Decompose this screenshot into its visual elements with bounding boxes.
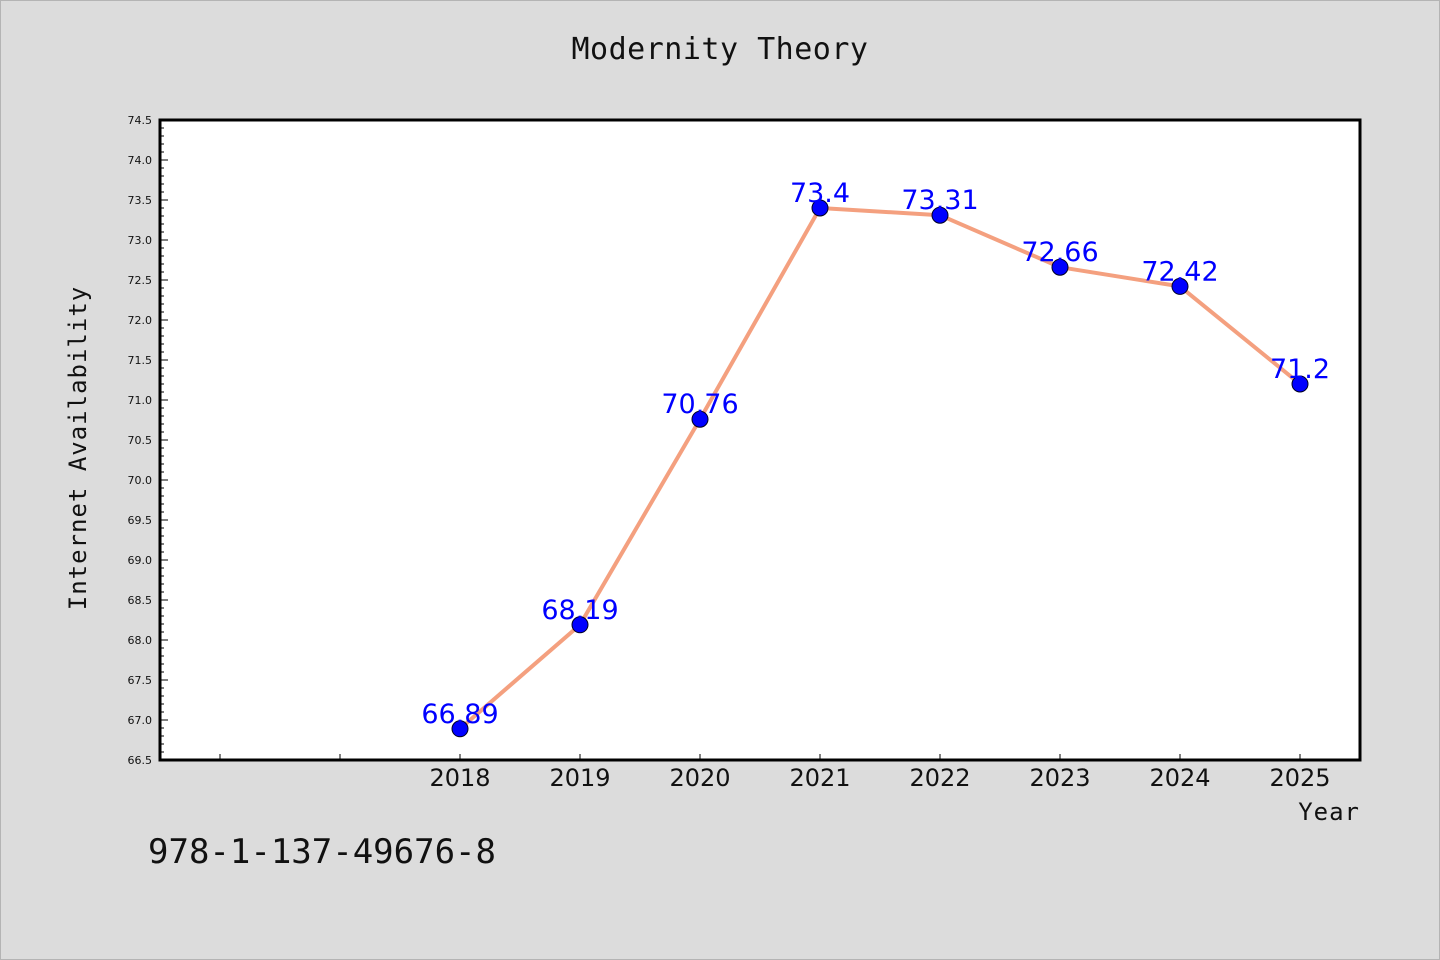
x-tick-label: 2022 bbox=[909, 764, 970, 792]
series-line bbox=[458, 206, 1302, 731]
data-label: 72.42 bbox=[1141, 256, 1218, 287]
y-tick-label: 67.5 bbox=[128, 674, 153, 687]
y-tick-label: 69.0 bbox=[128, 554, 153, 567]
y-tick-label: 68.5 bbox=[128, 594, 153, 607]
y-tick-label: 73.0 bbox=[128, 234, 153, 247]
y-tick-label: 74.0 bbox=[128, 154, 153, 167]
y-tick-label: 68.0 bbox=[128, 634, 153, 647]
y-tick-label: 70.5 bbox=[128, 434, 153, 447]
isbn-text: 978-1-137-49676-8 bbox=[148, 832, 496, 872]
data-point bbox=[1051, 258, 1069, 276]
y-tick-label: 73.5 bbox=[128, 194, 153, 207]
plot-area bbox=[158, 118, 1362, 762]
data-point bbox=[451, 720, 469, 738]
data-point bbox=[931, 206, 949, 224]
x-tick-label: 2020 bbox=[669, 764, 730, 792]
y-tick-label: 69.5 bbox=[128, 514, 153, 527]
x-tick-label: 2025 bbox=[1269, 764, 1330, 792]
y-tick-label: 71.0 bbox=[128, 394, 153, 407]
data-point bbox=[1291, 375, 1309, 393]
data-label: 73.4 bbox=[790, 178, 850, 209]
data-label: 70.76 bbox=[661, 389, 738, 420]
y-tick-label: 70.0 bbox=[128, 474, 153, 487]
y-tick-label: 72.0 bbox=[128, 314, 153, 327]
data-label: 66.89 bbox=[421, 699, 498, 730]
y-tick-label: 67.0 bbox=[128, 714, 153, 727]
y-axis-label: Internet Availability bbox=[64, 286, 92, 610]
x-tick-label: 2021 bbox=[789, 764, 850, 792]
x-tick-label: 2018 bbox=[429, 764, 490, 792]
data-label: 71.2 bbox=[1270, 354, 1330, 385]
chart-title: Modernity Theory bbox=[571, 32, 869, 67]
data-point bbox=[571, 616, 589, 634]
data-point bbox=[1171, 277, 1189, 295]
data-label: 72.66 bbox=[1021, 237, 1098, 268]
y-tick-label: 66.5 bbox=[128, 754, 153, 767]
x-axis-label: Year bbox=[1298, 798, 1360, 826]
data-label: 73.31 bbox=[901, 185, 978, 216]
data-label: 68.19 bbox=[541, 595, 618, 626]
x-tick-label: 2019 bbox=[549, 764, 610, 792]
y-tick-label: 71.5 bbox=[128, 354, 153, 367]
data-point bbox=[811, 199, 829, 217]
data-point bbox=[691, 410, 709, 428]
y-tick-label: 72.5 bbox=[128, 274, 153, 287]
x-tick-label: 2023 bbox=[1029, 764, 1090, 792]
y-tick-label: 74.5 bbox=[128, 114, 153, 127]
x-tick-label: 2024 bbox=[1149, 764, 1210, 792]
